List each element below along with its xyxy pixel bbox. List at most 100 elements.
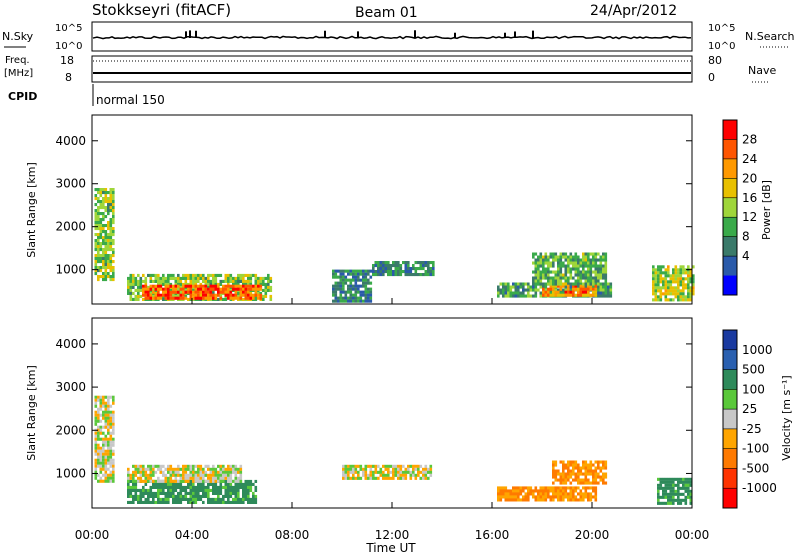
heatmap-cell <box>269 294 273 298</box>
heatmap-cell <box>209 488 213 492</box>
heatmap-cell <box>112 416 115 420</box>
heatmap-cell <box>249 293 253 297</box>
velocity-colorbar-frame <box>722 329 738 509</box>
heatmap-cell <box>109 410 113 414</box>
heatmap-cell <box>582 472 585 476</box>
heatmap-cell <box>602 270 605 274</box>
heatmap-cell <box>109 419 113 423</box>
heatmap-cell <box>162 482 165 486</box>
heatmap-cell <box>592 261 595 265</box>
heatmap-cell <box>174 479 178 483</box>
heatmap-cell <box>177 497 180 501</box>
heatmap-cell <box>692 280 695 284</box>
heatmap-cell <box>269 285 273 289</box>
heatmap-cell <box>202 491 205 495</box>
heatmap-cell <box>192 276 195 280</box>
heatmap-cell <box>357 272 360 276</box>
heatmap-cell <box>204 296 208 300</box>
heatmap-cell <box>182 485 185 489</box>
heatmap-cell <box>652 268 655 272</box>
heatmap-cell <box>109 194 113 198</box>
heatmap-cell <box>144 473 148 477</box>
heatmap-cell <box>357 473 360 477</box>
heatmap-cell <box>269 297 273 301</box>
heatmap-cell <box>602 463 605 467</box>
heatmap-cell <box>187 497 190 501</box>
heatmap-cell <box>102 203 105 207</box>
heatmap-cell <box>179 293 183 297</box>
heatmap-cell <box>587 478 590 482</box>
heatmap-cell <box>222 290 225 294</box>
heatmap-cell <box>232 479 235 483</box>
heatmap-cell <box>214 488 218 492</box>
heatmap-cell <box>692 274 695 278</box>
heatmap-cell <box>689 295 693 299</box>
heatmap-cell <box>427 476 430 480</box>
heatmap-cell <box>669 489 673 493</box>
heatmap-cell <box>367 473 370 477</box>
heatmap-cell <box>354 287 358 291</box>
heatmap-cell <box>219 482 223 486</box>
colorbar-tick-label: 8 <box>742 230 750 244</box>
heatmap-cell <box>112 269 115 273</box>
heatmap-cell <box>424 473 428 477</box>
heatmap-cell <box>584 287 588 291</box>
heatmap-cell <box>107 266 110 270</box>
heatmap-cell <box>132 282 135 286</box>
heatmap-cell <box>672 268 675 272</box>
heatmap-cell <box>547 267 550 271</box>
heatmap-cell <box>107 467 110 471</box>
heatmap-cell <box>352 476 355 480</box>
heatmap-cell <box>107 425 110 429</box>
heatmap-cell <box>217 284 220 288</box>
heatmap-cell <box>234 482 238 486</box>
heatmap-cell <box>669 486 673 490</box>
heatmap-cell <box>207 482 210 486</box>
heatmap-cell <box>112 203 115 207</box>
heatmap-cell <box>539 264 543 268</box>
beam-label: Beam 01 <box>355 5 418 21</box>
heatmap-cell <box>569 472 573 476</box>
heatmap-cell <box>377 264 380 268</box>
colorbar-segment <box>723 256 737 277</box>
heatmap-cell <box>374 261 378 265</box>
heatmap-cell <box>142 297 145 301</box>
heatmap-cell <box>109 443 113 447</box>
heatmap-cell <box>367 272 370 276</box>
heatmap-cell <box>152 473 155 477</box>
heatmap-cell <box>332 269 335 273</box>
heatmap-cell <box>364 278 368 282</box>
heatmap-cell <box>539 285 543 289</box>
heatmap-cell <box>247 491 250 495</box>
heatmap-cell <box>339 278 343 282</box>
heatmap-cell <box>652 286 655 290</box>
heatmap-cell <box>687 286 690 290</box>
heatmap-cell <box>607 285 610 289</box>
heatmap-cell <box>149 488 153 492</box>
heatmap-cell <box>577 261 580 265</box>
heatmap-cell <box>584 261 588 265</box>
heatmap-cell <box>522 498 525 502</box>
heatmap-cell <box>134 288 138 292</box>
heatmap-cell <box>134 470 138 474</box>
ytick-label: 4000 <box>55 134 86 148</box>
heatmap-cell <box>589 264 593 268</box>
heatmap-cell <box>154 491 158 495</box>
heatmap-cell <box>94 266 98 270</box>
heatmap-cell <box>184 494 188 498</box>
heatmap-cell <box>167 276 170 280</box>
colorbar-tick-label: 500 <box>742 363 765 377</box>
heatmap-cell <box>662 492 665 496</box>
heatmap-cell <box>189 470 193 474</box>
heatmap-cell <box>684 298 688 302</box>
heatmap-cell <box>209 479 213 483</box>
heatmap-cell <box>142 479 145 483</box>
heatmap-cell <box>579 290 583 294</box>
heatmap-cell <box>427 270 430 274</box>
heatmap-cell <box>94 212 98 216</box>
heatmap-cell <box>214 282 218 286</box>
heatmap-cell <box>167 479 170 483</box>
heatmap-cell <box>527 285 530 289</box>
heatmap-cell <box>259 284 263 288</box>
heatmap-cell <box>169 276 173 280</box>
